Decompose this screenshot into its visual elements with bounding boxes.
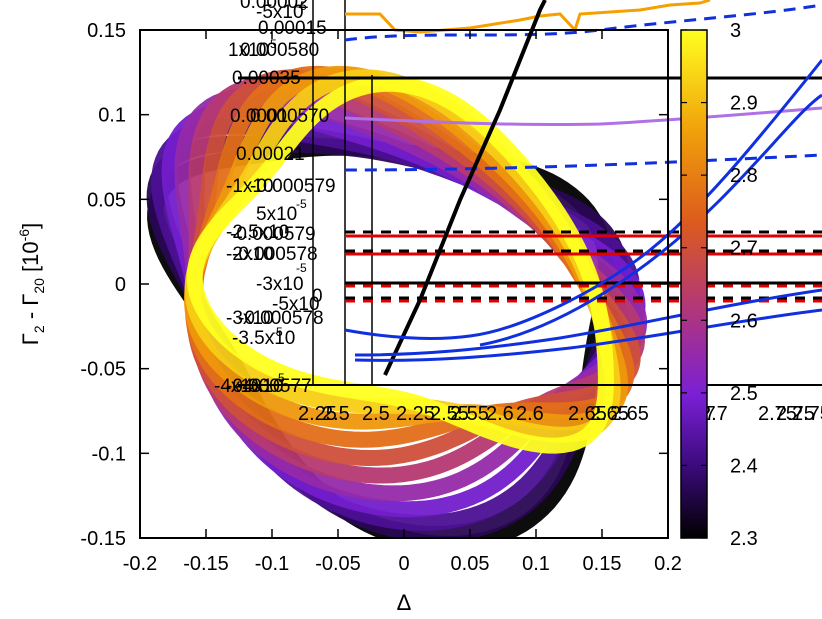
inset-blue-dash-1 <box>344 3 822 42</box>
y-ticks: 0.15 0.1 0.05 0 -0.05 -0.1 -0.15 <box>80 20 668 550</box>
x-tick-label: -0.15 <box>183 553 229 575</box>
x-tick-label: -0.05 <box>315 553 361 575</box>
y-label-sub1: 2 <box>31 325 47 333</box>
y-tick-label: 0.1 <box>98 105 126 127</box>
y-axis-label: Γ2 - Γ20 [10-6] <box>16 223 47 345</box>
inset-exponent: -5 <box>266 37 277 51</box>
inset-xtick: 2.55 <box>450 403 489 425</box>
inset-exponent: -5 <box>296 261 307 275</box>
colorbar <box>680 29 708 539</box>
inset-ytick: 0.00015 <box>258 18 327 39</box>
colorbar-tick-label: 3 <box>730 20 741 42</box>
inset-xtick: 2.25 <box>396 403 435 425</box>
inset-ytick: -1x10 <box>226 176 274 197</box>
inset-lavender-curve <box>344 106 822 127</box>
x-ticks: -0.2 -0.15 -0.1 -0.05 0 0.05 0.1 0.15 0.2 <box>123 30 682 575</box>
x-tick-label: 0.05 <box>451 553 490 575</box>
inset-ytick: -0.000578 <box>232 244 318 265</box>
inset-ytick: -0.000578 <box>238 308 324 329</box>
x-tick-label: 0.2 <box>654 553 682 575</box>
inset-exponent: -5 <box>274 371 285 385</box>
y-label-sub2: 20 <box>31 278 47 294</box>
inset-ytick: 0.00035 <box>232 68 301 89</box>
inset-blue-curve-2 <box>354 288 822 357</box>
inset-ytick: -0.000577 <box>226 376 312 397</box>
y-tick-label: -0.15 <box>80 528 126 550</box>
inset-ytick: -2.5x10 <box>226 222 289 243</box>
inset-ytick: 0 <box>312 286 323 307</box>
inset-ytick: 0.00002 <box>240 0 309 13</box>
inset-ytick: 0.000580 <box>240 40 319 61</box>
inset-ytick: -4x10 <box>236 376 284 397</box>
inset-plot: 0.00002 -5x10 0.00015 1x10 0.000580 0.00… <box>214 0 822 425</box>
y-label-mid: - Γ <box>18 294 43 326</box>
x-tick-label: -0.1 <box>255 553 289 575</box>
inset-exponent: -5 <box>296 197 307 211</box>
inset-orange-curve <box>345 0 711 34</box>
colorbar-tick-label: 2.4 <box>730 455 758 477</box>
inset-ytick: 0.000570 <box>250 106 329 127</box>
svg-text:Γ2 - Γ20 [10-6]: Γ2 - Γ20 [10-6] <box>16 223 47 345</box>
colorbar-tick-label: 2.7 <box>730 238 758 260</box>
colorbar-ticks: 3 2.9 2.8 2.7 2.6 2.5 2.4 2.3 <box>681 20 758 550</box>
inset-xtick: 2.6 <box>486 403 514 425</box>
x-tick-label: 0.15 <box>583 553 622 575</box>
colorbar-tick-label: 2.3 <box>730 528 758 550</box>
inset-xtick: 2.55 <box>430 403 469 425</box>
y-tick-label: -0.05 <box>80 359 126 381</box>
y-tick-label: 0.15 <box>87 20 126 42</box>
y-tick-label: 0 <box>115 274 126 296</box>
y-label-unit-post: ] <box>18 223 43 229</box>
y-tick-label: 0.05 <box>87 189 126 211</box>
y-label-gamma: Γ <box>18 333 43 345</box>
inset-exponent: -5 <box>272 325 283 339</box>
y-label-unit-exp: -6 <box>16 229 32 242</box>
inset-ytick: -5x10 <box>272 294 320 315</box>
inset-ytick: -0.000579 <box>250 176 336 197</box>
colorbar-tick-label: 2.6 <box>730 310 758 332</box>
x-axis-label: Δ <box>397 590 412 615</box>
inset-blue-curve-1 <box>344 59 822 340</box>
inset-xtick: 2.5 <box>322 403 350 425</box>
inset-blue-curve-3 <box>354 308 822 362</box>
inset-ytick: 0.00021 <box>236 144 305 165</box>
inset-xtick: 2.65 <box>568 403 607 425</box>
inset-ytick: -5x10 <box>256 2 304 23</box>
y-tick-label: -0.1 <box>92 443 126 465</box>
inset-xtick: 2.65 <box>610 403 649 425</box>
inset-xtick: 2.5 <box>362 403 390 425</box>
inset-ytick: -4x10 <box>214 376 262 397</box>
inset-ytick: 5x10 <box>256 204 297 225</box>
inset-ytick: -3.5x10 <box>232 328 295 349</box>
inset-xtick: 2.65 <box>590 403 629 425</box>
inset-black-steep-line <box>383 0 547 376</box>
inset-xtick: 2.25 <box>298 403 337 425</box>
inset-xtick: 2.75 <box>758 403 797 425</box>
y-label-unit-pre: [10 <box>18 241 43 278</box>
colorbar-tick-label: 2.8 <box>730 165 758 187</box>
inset-ytick: -3x10 <box>256 274 304 295</box>
inset-ytick: 1x10 <box>228 40 269 61</box>
inset-exponent: -5 <box>296 0 307 13</box>
inset-xtick: 2.75 <box>776 403 815 425</box>
data-ring-ring-3.00 <box>186 75 614 454</box>
x-tick-label: -0.2 <box>123 553 157 575</box>
x-tick-label: 0 <box>398 553 409 575</box>
inset-xtick: 2.75 <box>792 403 822 425</box>
colorbar-tick-label: 2.9 <box>730 93 758 115</box>
x-tick-label: 0.1 <box>522 553 550 575</box>
inset-ytick: -0.000579 <box>230 224 316 245</box>
inset-xtick: 2.6 <box>516 403 544 425</box>
inset-ytick: 0.0001 <box>230 106 288 127</box>
inset-ytick: -3x10 <box>226 308 274 329</box>
colorbar-tick-label: 2.5 <box>730 383 758 405</box>
inset-ytick: -2x10 <box>226 244 274 265</box>
